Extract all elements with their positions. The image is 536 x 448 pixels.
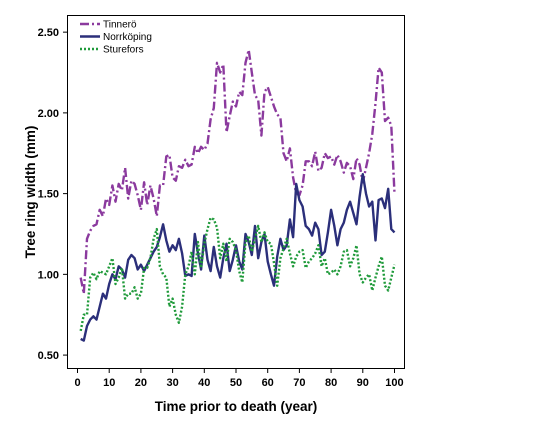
series-line [79,48,396,295]
y-tick-label: 1.50 [38,189,59,201]
x-tick-label: 70 [293,377,305,389]
x-tick-label: 80 [325,377,337,389]
x-tick-label: 10 [103,377,115,389]
y-axis: 0.50 1.00 1.50 2.00 2.50 [38,27,68,362]
y-tick-label: 0.50 [38,350,59,362]
y-tick-label: 1.00 [38,269,59,281]
legend-label: Norrköping [103,32,152,43]
legend-label: Sturefors [103,45,144,56]
x-axis-title: Time prior to death (year) [155,399,318,414]
x-tick-label: 40 [198,377,210,389]
x-tick-label: 100 [385,377,403,389]
y-axis-title: Tree ring width (mm) [23,126,38,259]
legend-label: Tinnerö [103,20,137,31]
series-layer [79,48,396,342]
y-tick-label: 2.50 [38,27,59,39]
x-tick-label: 60 [262,377,274,389]
x-axis: 0 10 20 30 40 50 60 70 80 90 100 [74,368,404,389]
y-tick-label: 2.00 [38,108,59,120]
x-tick-label: 20 [135,377,147,389]
x-tick-label: 50 [230,377,242,389]
x-tick-label: 0 [74,377,80,389]
x-tick-label: 90 [357,377,369,389]
x-tick-label: 30 [166,377,178,389]
series-line [79,216,396,332]
plot-area-frame [67,15,405,369]
